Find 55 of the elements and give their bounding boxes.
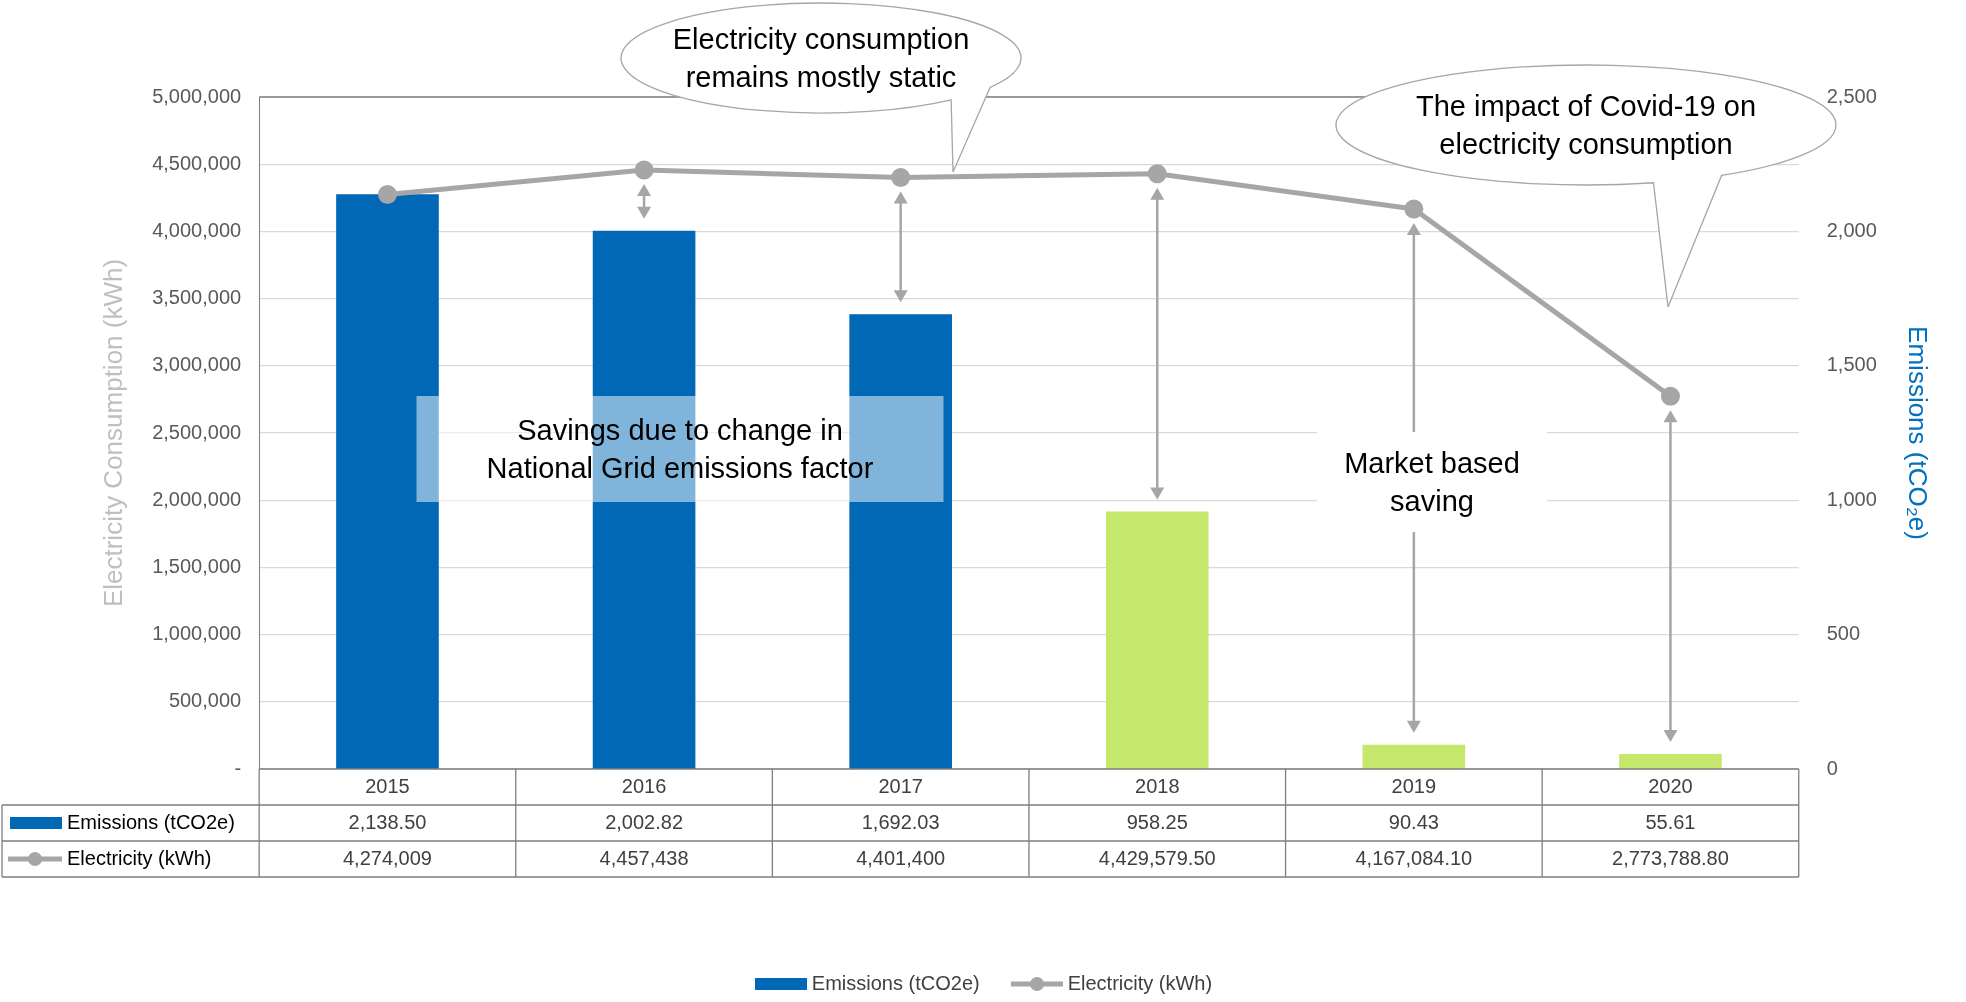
y2-tick-label: 1,000 xyxy=(1826,487,1877,510)
annotation: Market based saving xyxy=(1343,446,1521,519)
y-tick-label: 4,500,000 xyxy=(152,151,242,174)
y-tick-label: 4,000,000 xyxy=(152,218,242,241)
bar xyxy=(336,194,439,769)
y2-axis-title: Emissions (tCO₂e) xyxy=(1903,326,1934,540)
y2-tick-label: 0 xyxy=(1826,756,1838,779)
point xyxy=(1404,199,1424,219)
y2-tick-label: 500 xyxy=(1826,622,1861,645)
bar xyxy=(1619,754,1722,769)
x-tick-label: 2018 xyxy=(1135,774,1180,797)
x-tick-label: 2017 xyxy=(878,774,923,797)
point xyxy=(1147,164,1167,184)
data-label: 2,773,788.80 xyxy=(1612,846,1729,869)
y-tick-label: 2,000,000 xyxy=(152,487,242,510)
y-tick-label: 3,500,000 xyxy=(152,286,242,309)
data-label: 2,138.50 xyxy=(348,810,427,833)
data-label: 1,692.03 xyxy=(861,810,940,833)
annotation: The impact of Covid-19 on electricity consumption xyxy=(1414,89,1758,162)
text: Electricity (kWh) xyxy=(1067,972,1213,994)
bar xyxy=(1362,744,1466,769)
y-tick-label: 1,000,000 xyxy=(152,622,242,645)
y-tick-label: 3,000,000 xyxy=(152,353,242,376)
x-tick-label: 2016 xyxy=(621,774,667,797)
y-tick-label: 1,500,000 xyxy=(152,554,242,577)
legend-label: Emissions (tCO2e) xyxy=(67,810,235,833)
y-tick-label: - xyxy=(234,756,242,779)
x-tick-label: 2020 xyxy=(1648,774,1693,797)
point xyxy=(891,167,911,187)
y-tick-label: 5,000,000 xyxy=(152,84,242,107)
y-tick-label: 2,500,000 xyxy=(152,420,242,443)
point xyxy=(1660,386,1680,406)
data-label: 958.25 xyxy=(1126,810,1188,833)
data-label: 4,274,009 xyxy=(342,846,432,869)
data-label: 4,429,579.50 xyxy=(1098,846,1216,869)
data-label: 90.43 xyxy=(1388,810,1439,833)
annotation: Savings due to change in National Grid emissions factor xyxy=(485,413,875,486)
point xyxy=(634,160,654,180)
y-tick-label: 500,000 xyxy=(168,689,242,712)
x-tick-label: 2015 xyxy=(365,774,410,797)
point xyxy=(377,185,397,205)
data-label: 2,002.82 xyxy=(605,810,683,833)
legend-label: Electricity (kWh) xyxy=(67,846,212,869)
y-axis-title: Electricity Consumption (kWh) xyxy=(97,258,128,608)
x-tick-label: 2019 xyxy=(1391,774,1437,797)
data-label: 4,457,438 xyxy=(599,846,689,869)
text: Emissions (tCO2e) xyxy=(811,972,980,994)
data-label: 4,401,400 xyxy=(856,846,946,869)
bar xyxy=(1105,511,1209,769)
y2-tick-label: 2,000 xyxy=(1826,218,1877,241)
text: Electricity consumption remains mostly static xyxy=(671,22,971,95)
data-label: 4,167,084.10 xyxy=(1355,846,1473,869)
y2-tick-label: 2,500 xyxy=(1826,84,1877,107)
data-label: 55.61 xyxy=(1645,810,1696,833)
y2-tick-label: 1,500 xyxy=(1826,353,1877,376)
